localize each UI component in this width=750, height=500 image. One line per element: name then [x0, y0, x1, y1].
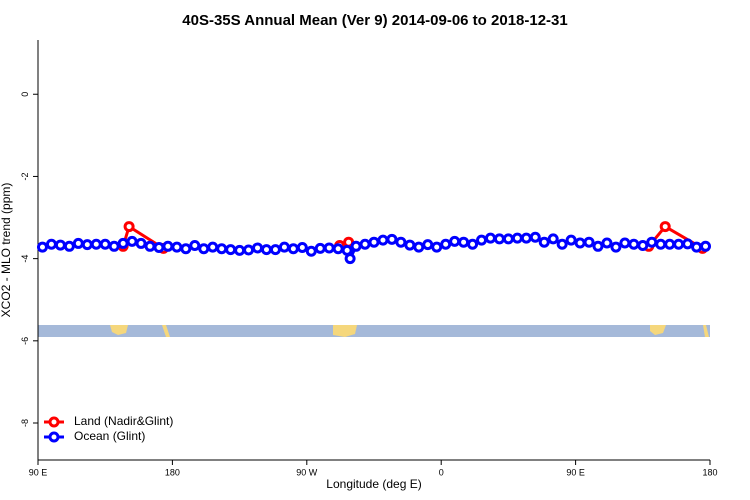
data-point: [592, 240, 604, 252]
chart-title: 40S-35S Annual Mean (Ver 9) 2014-09-06 t…: [182, 12, 567, 29]
data-point: [359, 238, 371, 250]
data-point: [344, 253, 356, 265]
data-point: [81, 239, 93, 251]
data-point: [574, 237, 586, 249]
data-point: [296, 242, 308, 254]
data-point: [332, 243, 344, 255]
data-point: [189, 239, 201, 251]
data-point: [673, 238, 685, 250]
data-point: [440, 238, 452, 250]
data-point: [287, 243, 299, 255]
data-point: [502, 233, 514, 245]
data-point: [243, 244, 255, 256]
data-point: [700, 240, 712, 252]
y-tick-label: -2: [20, 172, 30, 180]
data-point: [123, 221, 135, 233]
data-point: [538, 236, 550, 248]
data-point: [601, 237, 613, 249]
data-point: [72, 237, 84, 249]
data-point: [135, 237, 147, 249]
data-point: [404, 239, 416, 251]
legend-label: Land (Nadir&Glint): [74, 414, 173, 428]
data-point: [108, 240, 120, 252]
data-point: [565, 234, 577, 246]
data-point: [659, 221, 671, 233]
data-point: [619, 237, 631, 249]
data-point: [99, 238, 111, 250]
x-tick-label: 180: [702, 467, 717, 477]
data-point: [323, 242, 335, 254]
data-point: [198, 243, 210, 255]
y-axis-label: XCO2 - MLO trend (ppm): [0, 183, 13, 318]
x-tick-label: 90 W: [296, 467, 318, 477]
data-point: [664, 238, 676, 250]
data-point: [180, 243, 192, 255]
data-point: [637, 239, 649, 251]
data-point: [628, 238, 640, 250]
data-point: [377, 234, 389, 246]
legend-marker: [48, 416, 60, 428]
data-point: [511, 232, 523, 244]
data-point: [610, 241, 622, 253]
x-tick-label: 90 E: [29, 467, 48, 477]
data-point: [422, 239, 434, 251]
data-point: [520, 232, 532, 244]
y-tick-label: 0: [20, 92, 30, 97]
data-point: [63, 240, 75, 252]
data-point: [368, 236, 380, 248]
data-point: [386, 233, 398, 245]
data-point: [350, 240, 362, 252]
data-point: [54, 239, 66, 251]
map-strip: [38, 325, 710, 337]
x-tick-label: 180: [165, 467, 180, 477]
data-point: [234, 244, 246, 256]
data-point: [117, 237, 129, 249]
data-point: [493, 233, 505, 245]
data-point: [458, 236, 470, 248]
data-point: [305, 245, 317, 257]
data-point: [529, 231, 541, 243]
data-point: [395, 236, 407, 248]
data-point: [90, 238, 102, 250]
data-point: [476, 234, 488, 246]
data-point: [655, 238, 667, 250]
data-point: [260, 244, 272, 256]
data-point: [484, 232, 496, 244]
legend-marker: [48, 431, 60, 443]
data-point: [467, 238, 479, 250]
data-point: [682, 238, 694, 250]
data-point: [216, 243, 228, 255]
data-point: [583, 236, 595, 248]
data-point: [431, 241, 443, 253]
data-point: [171, 241, 183, 253]
data-point: [252, 242, 264, 254]
data-point: [646, 236, 658, 248]
data-point: [556, 238, 568, 250]
y-tick-label: -6: [20, 337, 30, 345]
legend-label: Ocean (Glint): [74, 429, 145, 443]
y-tick-label: -4: [20, 255, 30, 263]
data-point: [413, 241, 425, 253]
x-axis-label: Longitude (deg E): [326, 477, 421, 491]
x-tick-label: 90 E: [566, 467, 585, 477]
data-point: [278, 241, 290, 253]
data-point: [144, 240, 156, 252]
data-point: [547, 233, 559, 245]
data-point: [225, 244, 237, 256]
x-tick-label: 0: [439, 467, 444, 477]
data-point: [449, 235, 461, 247]
data-point: [45, 238, 57, 250]
y-tick-label: -8: [20, 419, 30, 427]
data-point: [126, 235, 138, 247]
data-point: [314, 242, 326, 254]
data-point: [691, 241, 703, 253]
data-point: [36, 241, 48, 253]
data-point: [153, 242, 165, 254]
data-point: [269, 244, 281, 256]
data-point: [162, 240, 174, 252]
data-point: [207, 241, 219, 253]
